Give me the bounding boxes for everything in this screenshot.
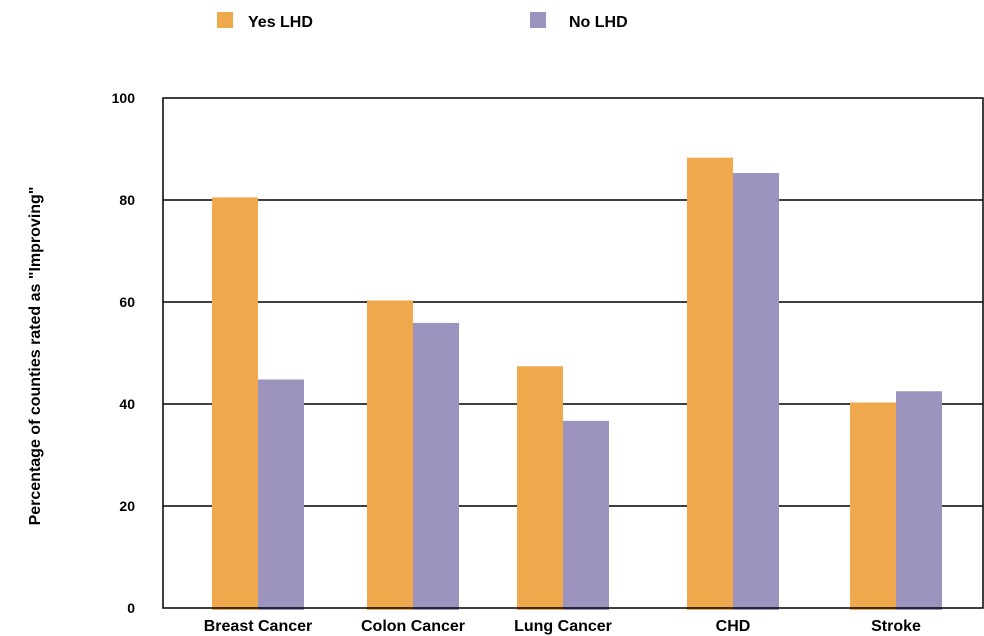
legend-label-yes-lhd: Yes LHD	[248, 14, 313, 31]
legend: Yes LHD No LHD	[217, 12, 628, 31]
plot-frame	[162, 97, 984, 609]
bar-no-lhd-chd	[733, 172, 779, 610]
bars	[212, 157, 942, 611]
bar-yes-lhd-chd	[687, 157, 733, 611]
y-tick-label: 100	[112, 90, 136, 106]
bar-no-lhd-colon-cancer	[413, 322, 459, 610]
y-tick-label: 20	[119, 498, 135, 514]
x-tick-label: Stroke	[871, 618, 921, 635]
y-tick-label: 40	[119, 396, 135, 412]
x-tick-label: Colon Cancer	[361, 618, 465, 635]
bar-no-lhd-breast-cancer	[258, 379, 304, 610]
bar-yes-lhd-stroke	[850, 402, 896, 610]
bar-no-lhd-stroke	[896, 391, 942, 610]
legend-swatch-no-lhd	[530, 12, 546, 28]
bar-yes-lhd-lung-cancer	[517, 366, 563, 610]
bar-no-lhd-lung-cancer	[563, 420, 609, 610]
x-tick-labels: Breast Cancer Colon Cancer Lung Cancer CHD S…	[204, 618, 921, 635]
x-tick-label: CHD	[716, 618, 751, 635]
y-tick-label: 60	[119, 294, 135, 310]
legend-swatch-yes-lhd	[217, 12, 233, 28]
bar-yes-lhd-breast-cancer	[212, 197, 258, 610]
y-tick-label: 0	[127, 600, 135, 616]
x-tick-label: Lung Cancer	[514, 618, 612, 635]
y-axis-label: Percentage of counties rated as "Improvi…	[27, 187, 44, 526]
bar-yes-lhd-colon-cancer	[367, 300, 413, 610]
y-tick-labels: 0 20 40 60 80 100	[112, 90, 136, 616]
legend-label-no-lhd: No LHD	[569, 14, 628, 31]
y-tick-label: 80	[119, 192, 135, 208]
x-tick-label: Breast Cancer	[204, 618, 313, 635]
